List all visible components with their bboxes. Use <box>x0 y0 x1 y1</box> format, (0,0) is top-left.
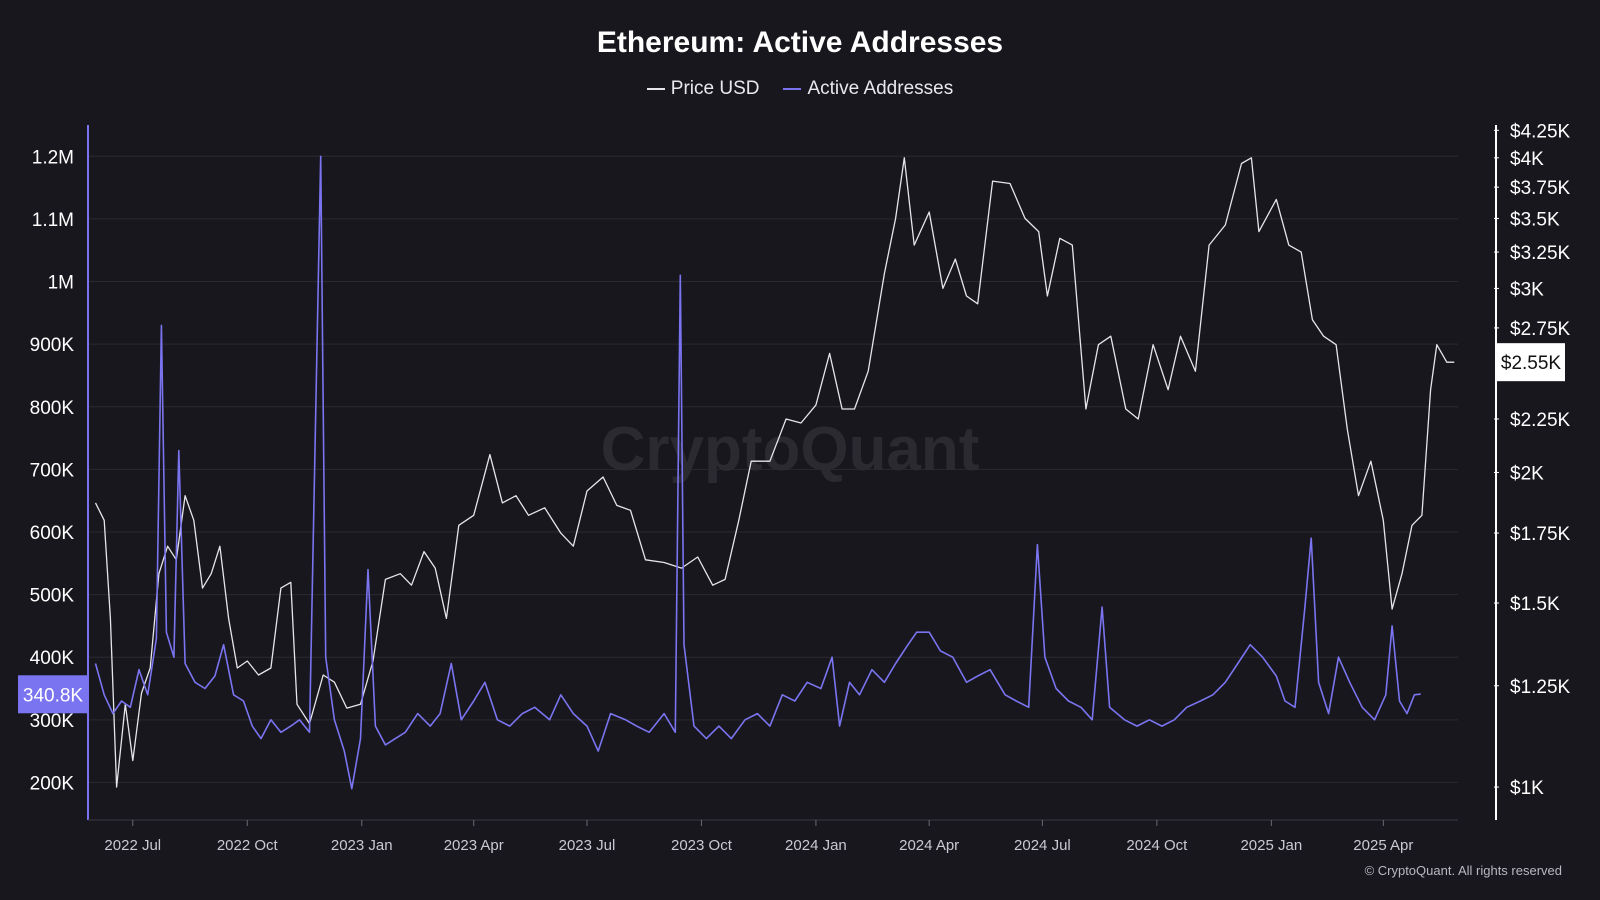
left-tick-label: 400K <box>30 648 75 669</box>
right-tick-label: $1.25K <box>1510 677 1571 698</box>
price-usd-line <box>94 157 1455 788</box>
legend-label-active-addresses: Active Addresses <box>807 78 954 99</box>
right-axis: $1K $1.25K $1.5K $1.75K $2K $2.25K $2.75K $3K $3… <box>1494 121 1571 820</box>
chart-title: Ethereum: Active Addresses <box>596 26 1004 59</box>
x-tick-label: 2023 Apr <box>444 837 504 854</box>
legend-swatch-active-addresses <box>783 88 802 90</box>
x-tick-label: 2023 Oct <box>671 837 733 854</box>
left-tick-label: 900K <box>30 335 75 356</box>
right-tick-label: $3K <box>1510 279 1544 300</box>
right-tick-label: $1.5K <box>1510 594 1560 615</box>
x-tick-label: 2025 Apr <box>1353 837 1413 854</box>
x-axis: 2022 Jul 2022 Oct 2023 Jan 2023 Apr 2023 Jul… <box>88 819 1458 854</box>
right-current-value-label: $2.55K <box>1501 353 1562 374</box>
left-tick-label: 700K <box>30 460 75 481</box>
current-value-markers: 340.8K $2.55K <box>18 343 1565 714</box>
active-addresses-line <box>94 155 1421 790</box>
x-tick-label: 2023 Jan <box>331 837 393 854</box>
x-tick-label: 2024 Oct <box>1126 837 1188 854</box>
right-tick-label: $2.75K <box>1510 319 1571 340</box>
watermark: CryptoQuant <box>601 415 980 484</box>
legend-item-price[interactable]: Price USD <box>646 78 760 100</box>
right-tick-label: $3.5K <box>1510 209 1560 230</box>
right-tick-label: $2.25K <box>1510 410 1571 431</box>
left-tick-label: 1.1M <box>32 210 74 231</box>
left-tick-label: 600K <box>30 523 75 544</box>
left-tick-label: 1.2M <box>32 147 74 168</box>
left-tick-label: 200K <box>30 773 75 794</box>
left-tick-label: 800K <box>30 398 75 419</box>
x-tick-label: 2023 Jul <box>559 837 616 854</box>
x-tick-label: 2024 Jan <box>785 837 847 854</box>
x-tick-label: 2022 Oct <box>217 837 279 854</box>
right-tick-label: $1.75K <box>1510 524 1571 545</box>
x-tick-label: 2024 Apr <box>899 837 959 854</box>
left-axis: 200K 300K 400K 500K 600K 700K 800K 900K 1M 1.1M 1.… <box>30 125 89 820</box>
legend-label-price: Price USD <box>670 78 760 99</box>
x-tick-label: 2024 Jul <box>1014 837 1071 854</box>
right-tick-label: $3.25K <box>1510 243 1571 264</box>
right-current-value-badge <box>1497 343 1565 382</box>
grid-lines <box>88 155 1458 783</box>
series-layer <box>94 155 1455 790</box>
left-current-value-badge <box>18 675 88 714</box>
right-tick-label: $2K <box>1510 463 1544 484</box>
right-tick-label: $1K <box>1510 778 1544 799</box>
legend-swatch-price <box>646 88 665 90</box>
legend-item-active-addresses[interactable]: Active Addresses <box>783 78 953 100</box>
right-tick-label: $4K <box>1510 149 1544 170</box>
left-tick-label: 300K <box>30 711 75 732</box>
copyright-notice: © CryptoQuant. All rights reserved <box>1364 863 1562 878</box>
x-tick-label: 2025 Jan <box>1240 837 1302 854</box>
left-tick-label: 500K <box>30 586 75 607</box>
left-current-value-label: 340.8K <box>23 685 84 706</box>
right-tick-label: $4.25K <box>1510 121 1571 142</box>
left-tick-label: 1M <box>48 273 74 294</box>
legend: Price USD Active Addresses <box>0 78 1600 100</box>
right-tick-label: $3.75K <box>1510 178 1571 199</box>
x-tick-label: 2022 Jul <box>104 837 161 854</box>
